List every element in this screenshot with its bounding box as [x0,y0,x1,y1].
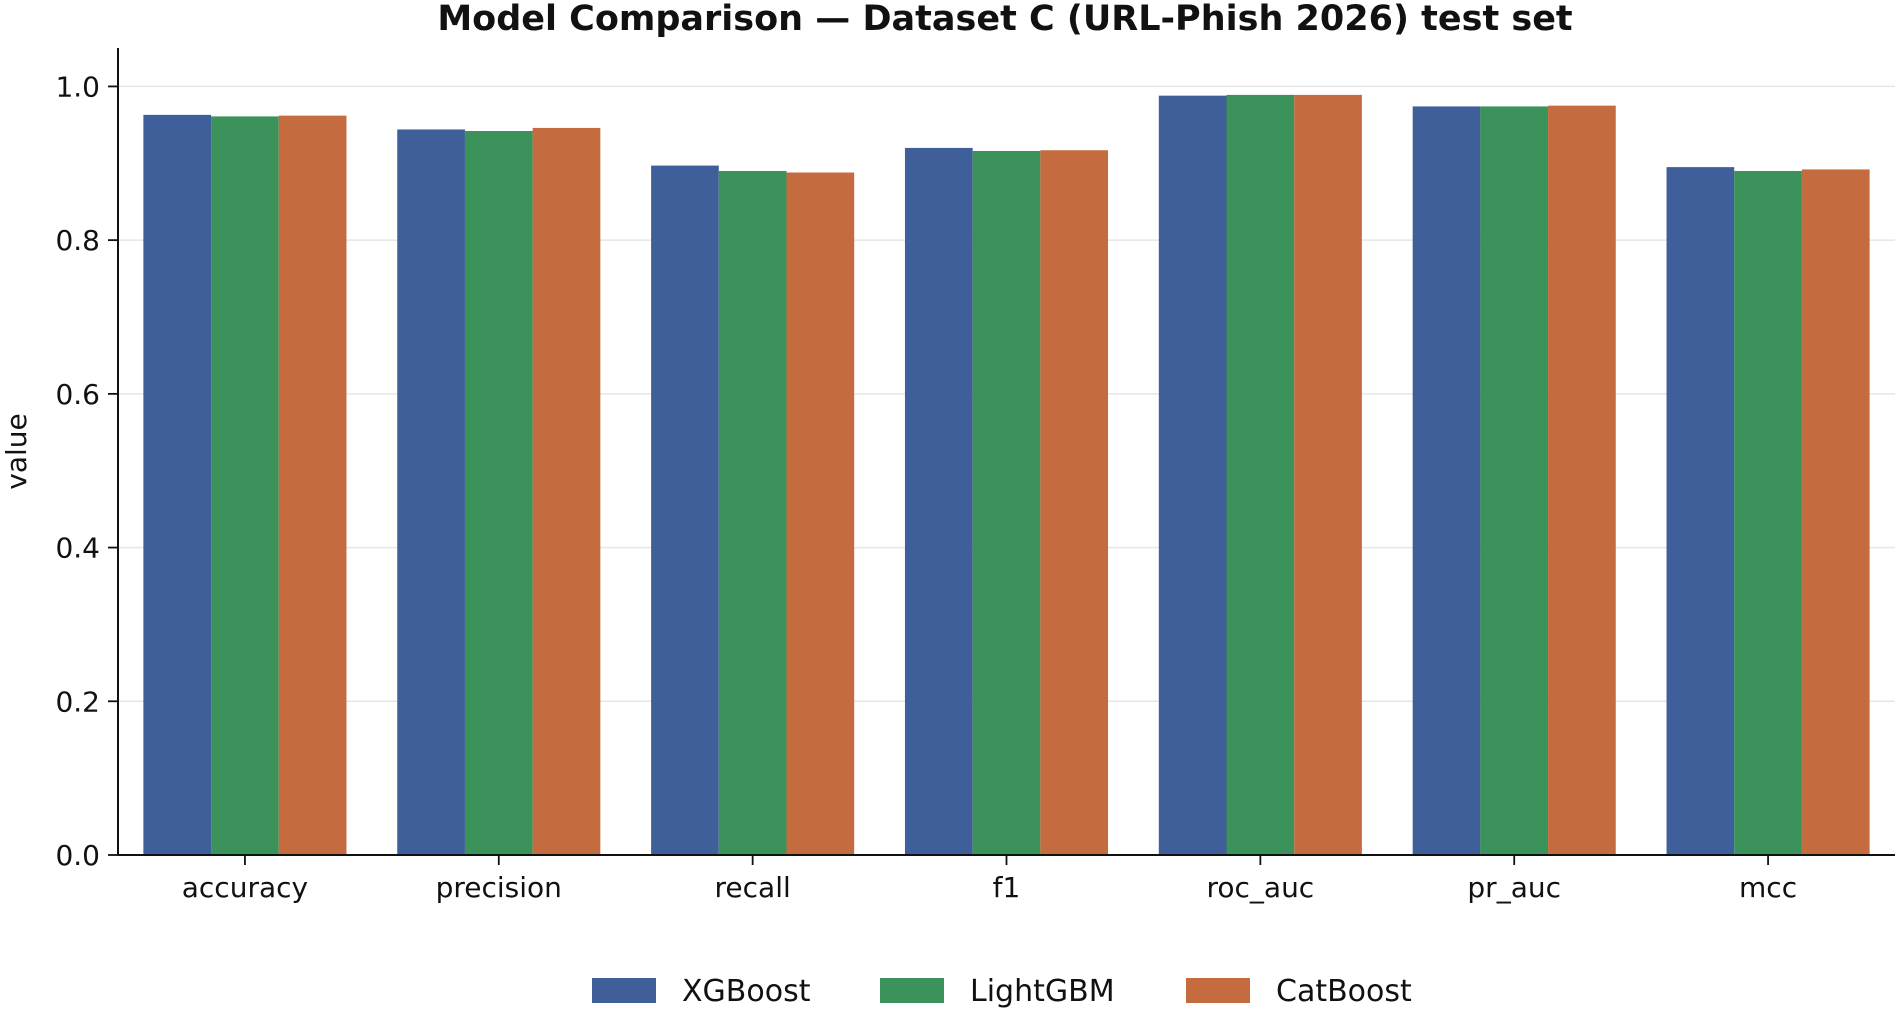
legend-swatch-lightgbm [880,978,944,1003]
bar-xgboost-mcc [1666,167,1735,856]
bar-xgboost-recall [651,165,719,855]
bar-xgboost-accuracy [143,114,212,855]
chart-title: Model Comparison — Dataset C (URL-Phish … [437,0,1572,39]
bar-lightgbm-mcc [1734,170,1802,855]
bar-xgboost-pr-auc [1412,106,1481,855]
bars [143,94,1870,856]
bar-lightgbm-roc-auc [1226,94,1295,855]
x-tick-label: accuracy [182,871,308,904]
bar-catboost-roc-auc [1294,94,1362,855]
legend-swatch-catboost [1186,978,1250,1003]
bar-lightgbm-recall [718,170,787,855]
bar-lightgbm-precision [464,131,533,855]
x-tick-label: recall [715,871,791,904]
x-tick-label: f1 [993,871,1021,904]
bar-catboost-mcc [1801,169,1870,856]
x-ticks: accuracy precision recall f1 roc_auc pr_auc mc… [182,855,1797,904]
x-tick-label: precision [436,871,562,904]
y-ticks: 0.0 0.2 0.4 0.6 0.8 1.0 [55,70,118,872]
y-tick-label: 0.6 [55,378,100,411]
legend-label-catboost: CatBoost [1276,974,1412,1009]
bar-lightgbm-accuracy [211,116,279,856]
bar-catboost-pr-auc [1548,105,1616,855]
y-axis-label: value [0,413,33,489]
bar-lightgbm-pr-auc [1480,106,1549,855]
legend-swatch-xgboost [592,978,656,1003]
legend-label-lightgbm: LightGBM [970,974,1115,1009]
x-tick-label: pr_auc [1467,871,1561,904]
bar-catboost-precision [532,127,601,856]
y-tick-label: 0.0 [55,839,100,872]
legend: XGBoost LightGBM CatBoost [592,974,1412,1009]
bar-xgboost-precision [397,129,465,855]
y-tick-label: 0.8 [55,224,100,257]
bar-catboost-accuracy [278,115,347,856]
x-tick-label: roc_auc [1206,871,1314,904]
y-tick-label: 0.2 [55,685,100,718]
bar-xgboost-f1 [904,147,973,855]
bar-catboost-f1 [1040,150,1109,856]
legend-label-xgboost: XGBoost [682,974,811,1009]
x-tick-label: mcc [1739,871,1797,904]
bar-catboost-recall [786,172,855,856]
y-tick-label: 0.4 [55,532,100,565]
bar-lightgbm-f1 [972,150,1041,855]
y-tick-label: 1.0 [55,70,100,103]
bar-xgboost-roc-auc [1158,95,1227,855]
